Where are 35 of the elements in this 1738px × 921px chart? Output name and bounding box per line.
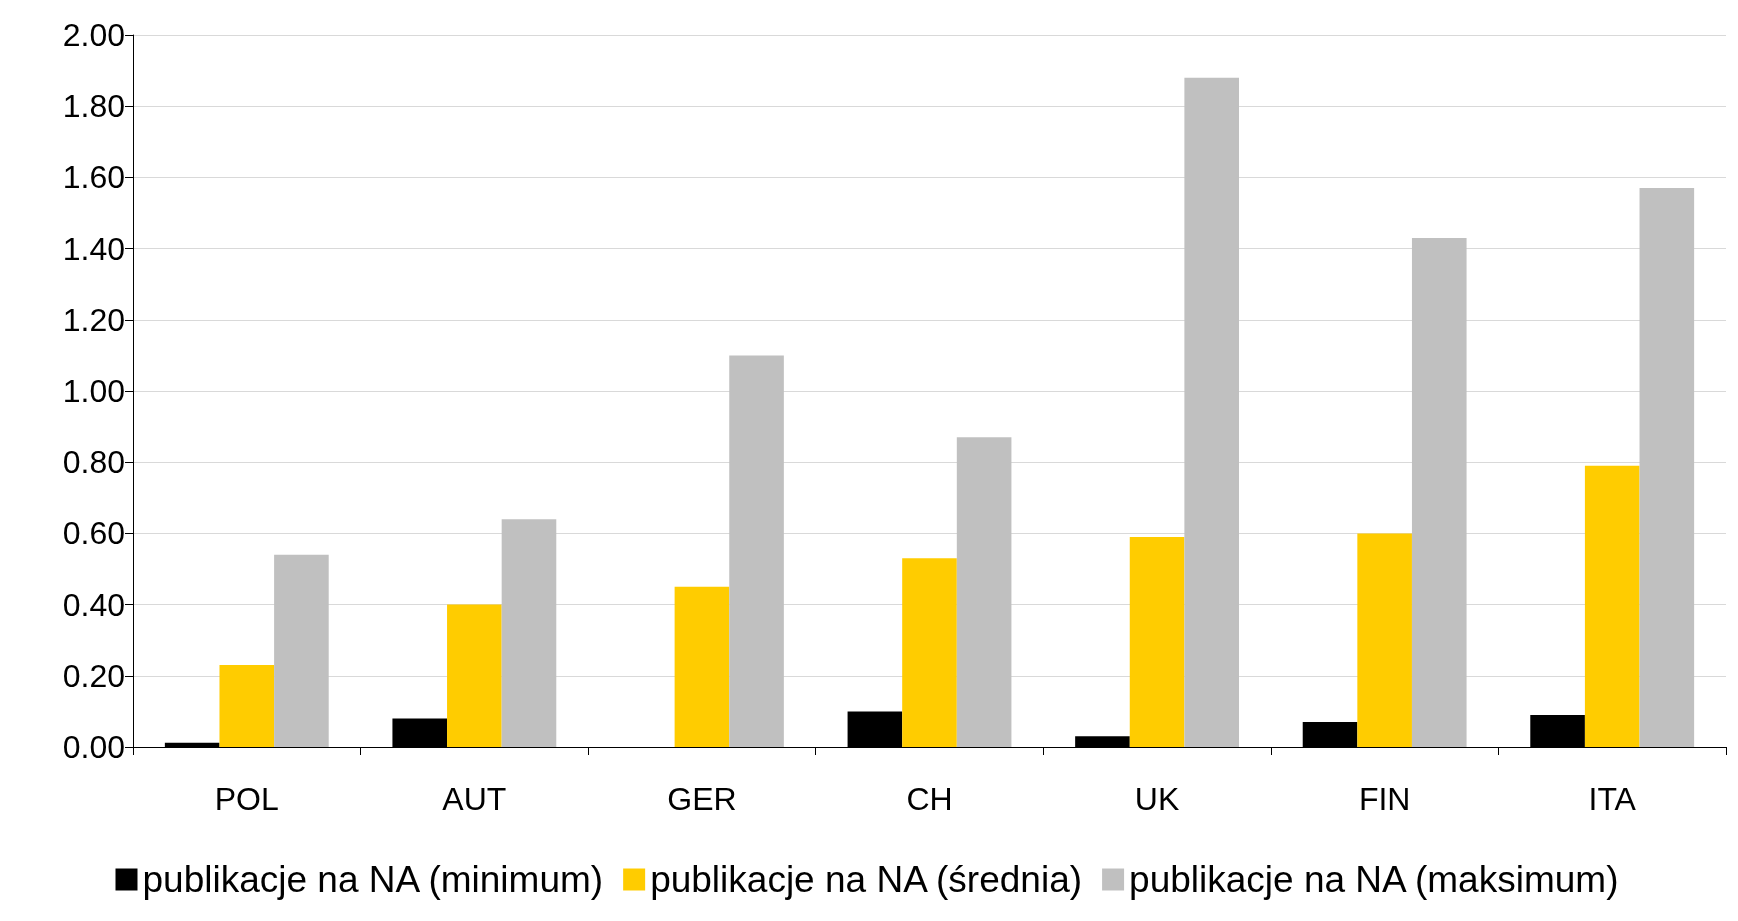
y-tick-label: 2.00	[62, 17, 125, 53]
y-tick-label: 1.00	[62, 373, 125, 409]
bar	[1184, 77, 1239, 747]
bar	[729, 355, 784, 747]
bar	[447, 604, 502, 747]
legend-label: publikacje na NA (maksimum)	[1129, 859, 1619, 900]
x-tick-label: GER	[667, 781, 737, 817]
x-tick-label: POL	[214, 781, 279, 817]
bar	[1584, 465, 1640, 747]
legend-label: publikacje na NA (minimum)	[142, 859, 604, 900]
bar	[674, 586, 730, 747]
x-tick-label: CH	[906, 781, 953, 817]
y-tick-label: 0.00	[62, 729, 125, 765]
x-tick-label: FIN	[1358, 781, 1411, 817]
y-tick-label: 0.60	[62, 515, 125, 552]
y-tick-label: 1.40	[62, 230, 125, 267]
bar	[1357, 533, 1412, 747]
x-tick-label: AUT	[442, 781, 507, 817]
bar	[1639, 188, 1695, 747]
y-tick-label: 0.40	[62, 586, 125, 623]
bar	[219, 665, 275, 747]
y-tick-label: 0.80	[62, 444, 125, 481]
bar	[501, 519, 557, 747]
bar	[274, 554, 329, 747]
bar	[1411, 237, 1467, 747]
bar	[902, 558, 957, 747]
y-tick-label: 0.20	[62, 657, 125, 694]
x-tick-label: UK	[1134, 781, 1180, 817]
y-tick-label: 1.60	[62, 159, 125, 196]
x-tick-label: ITA	[1588, 781, 1637, 817]
y-tick-label: 1.80	[62, 88, 125, 125]
bar	[1129, 536, 1185, 747]
y-tick-label: 1.20	[62, 301, 125, 338]
bar	[956, 437, 1012, 747]
legend-label: publikacje na NA (średnia)	[650, 859, 1083, 900]
